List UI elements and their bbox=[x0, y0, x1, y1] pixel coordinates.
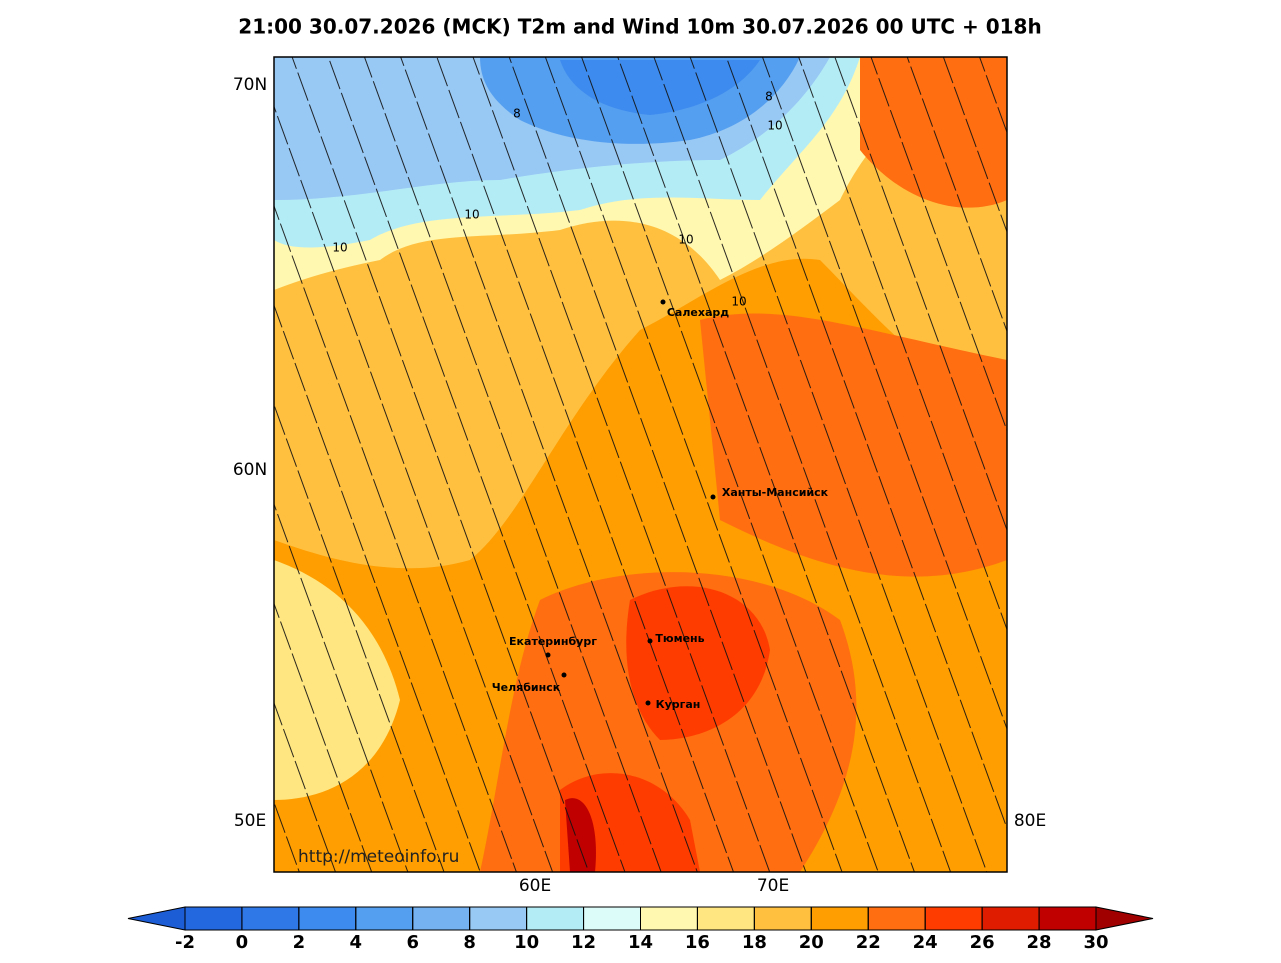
lon-label: 60E bbox=[519, 876, 551, 896]
colorbar-swatch bbox=[981, 906, 1040, 931]
city-dot bbox=[647, 638, 653, 644]
contour-label: 10 bbox=[332, 241, 347, 255]
city-dot bbox=[645, 700, 651, 706]
map-field bbox=[274, 57, 1007, 872]
colorbar-swatch bbox=[867, 906, 926, 931]
colorbar-tick-label: 26 bbox=[970, 932, 995, 953]
lat-label: 60N bbox=[233, 460, 267, 480]
colorbar-tick-label: 22 bbox=[856, 932, 881, 953]
city-label: Челябинск bbox=[492, 681, 561, 694]
map-frame bbox=[273, 56, 1008, 873]
contour-label: 10 bbox=[731, 295, 746, 309]
colorbar-tick-label: 8 bbox=[463, 932, 476, 953]
contour-label: 10 bbox=[767, 119, 782, 133]
lon-label: 70E bbox=[757, 876, 789, 896]
colorbar-tick-label: 14 bbox=[628, 932, 653, 953]
colorbar-tick-label: 28 bbox=[1027, 932, 1052, 953]
colorbar-swatch bbox=[526, 906, 585, 931]
colorbar-tick-label: 24 bbox=[913, 932, 938, 953]
city-label: Салехард bbox=[667, 306, 729, 319]
colorbar-swatch bbox=[583, 906, 641, 931]
colorbar-tick-label: 18 bbox=[742, 932, 767, 953]
colorbar-over bbox=[1095, 906, 1154, 931]
city-dot bbox=[561, 672, 567, 678]
city-label: Екатеринбург bbox=[509, 635, 597, 648]
colorbar-swatch bbox=[184, 906, 243, 931]
colorbar-swatch bbox=[469, 906, 528, 931]
colorbar-tick-label: 2 bbox=[293, 932, 306, 953]
colorbar-swatch bbox=[412, 906, 471, 931]
contour-label: 10 bbox=[678, 233, 693, 247]
lon-label: 80E bbox=[1014, 811, 1046, 831]
colorbar-tick-label: 6 bbox=[406, 932, 419, 953]
colorbar-swatch bbox=[696, 906, 755, 931]
colorbar-swatch bbox=[1038, 906, 1097, 931]
credit: http://meteoinfo.ru bbox=[298, 847, 459, 867]
lon-label: 50E bbox=[234, 811, 266, 831]
colorbar-swatch bbox=[298, 906, 357, 931]
colorbar-swatch bbox=[355, 906, 414, 931]
city-dot bbox=[545, 652, 551, 658]
contour-label: 8 bbox=[765, 90, 773, 104]
colorbar-tick-label: 20 bbox=[799, 932, 824, 953]
colorbar-tick-label: 10 bbox=[514, 932, 539, 953]
colorbar-tick-label: 12 bbox=[571, 932, 596, 953]
colorbar-tick-label: -2 bbox=[175, 932, 195, 953]
colorbar-swatch bbox=[924, 906, 983, 931]
city-dot bbox=[710, 494, 716, 500]
colorbar-swatch bbox=[753, 906, 812, 931]
city-label: Тюмень bbox=[655, 632, 704, 645]
contour-label: 8 bbox=[513, 107, 521, 121]
city-label: Ханты-Мансийск bbox=[722, 486, 829, 499]
contour-label: 10 bbox=[464, 208, 479, 222]
colorbar-tick-label: 30 bbox=[1083, 932, 1108, 953]
colorbar-swatch bbox=[810, 906, 869, 931]
city-label: Курган bbox=[656, 698, 701, 711]
city-dot bbox=[660, 299, 666, 305]
colorbar-swatch bbox=[241, 906, 300, 931]
title: 21:00 30.07.2026 (MCK) T2m and Wind 10m … bbox=[238, 15, 1041, 39]
colorbar-tick-label: 4 bbox=[350, 932, 363, 953]
colorbar-under bbox=[127, 906, 186, 931]
colorbar-tick-label: 0 bbox=[236, 932, 249, 953]
lat-label: 70N bbox=[233, 75, 267, 95]
colorbar-swatch bbox=[640, 906, 698, 931]
colorbar-tick-label: 16 bbox=[685, 932, 710, 953]
